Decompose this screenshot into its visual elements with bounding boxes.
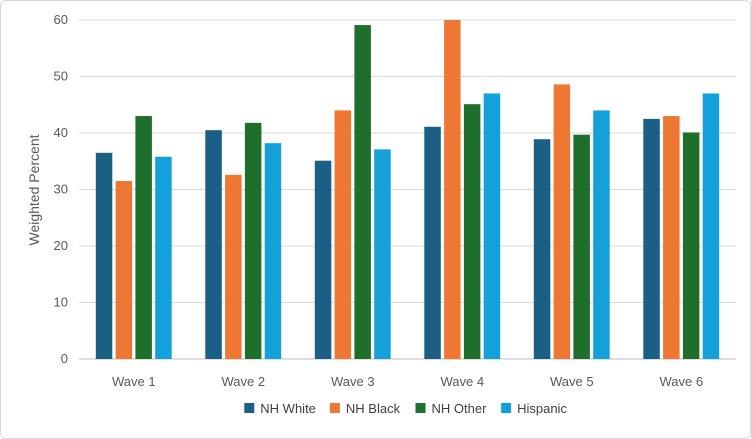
bar-nh-black-wave-6 — [663, 116, 680, 359]
bar-hispanic-wave-5 — [593, 110, 610, 360]
y-tick-label: 50 — [54, 69, 68, 84]
bar-nh-white-wave-3 — [314, 160, 332, 359]
bar-nh-black-wave-3 — [334, 110, 352, 360]
x-tick-label: Wave 5 — [550, 374, 594, 389]
bars — [95, 20, 720, 360]
x-tick-label: Wave 6 — [659, 374, 703, 389]
bar-nh-black-wave-5 — [553, 84, 571, 359]
gridlines — [79, 19, 736, 360]
y-tick-label: 0 — [61, 351, 68, 366]
x-tick-label: Wave 1 — [112, 374, 156, 389]
bar-nh-other-wave-5 — [573, 134, 590, 359]
bar-nh-other-wave-4 — [463, 104, 481, 360]
x-tick-label: Wave 4 — [440, 374, 484, 389]
bar-nh-black-wave-1 — [115, 181, 133, 359]
bar-nh-white-wave-4 — [424, 126, 441, 359]
bar-nh-other-wave-3 — [354, 25, 371, 360]
legend-label: NH Other — [432, 401, 488, 416]
y-tick-label: 30 — [54, 182, 68, 197]
legend: NH White NH Black NH Other Hispanic — [244, 401, 567, 416]
bar-hispanic-wave-6 — [702, 93, 720, 359]
legend-swatch — [329, 403, 340, 413]
bar-nh-white-wave-6 — [643, 118, 660, 360]
bar-nh-white-wave-5 — [533, 139, 551, 359]
bar-nh-black-wave-2 — [225, 174, 242, 359]
bar-hispanic-wave-3 — [374, 149, 391, 359]
legend-swatch — [501, 403, 512, 413]
legend-swatch — [244, 403, 255, 413]
y-tick-label: 60 — [54, 12, 68, 27]
bar-nh-other-wave-6 — [682, 132, 700, 359]
bar-nh-white-wave-1 — [95, 152, 113, 359]
y-tick-label: 40 — [54, 125, 68, 140]
bar-nh-black-wave-4 — [444, 20, 461, 359]
legend-label: NH White — [260, 401, 316, 416]
bar-hispanic-wave-2 — [264, 143, 282, 359]
y-tick-label: 10 — [54, 295, 68, 310]
y-tick-label: 20 — [54, 238, 68, 253]
x-tick-label: Wave 3 — [331, 374, 375, 389]
bar-nh-other-wave-2 — [244, 122, 262, 359]
bar-hispanic-wave-1 — [155, 156, 172, 359]
y-axis-title: Weighted Percent — [26, 134, 42, 245]
x-axis-ticks: Wave 1 Wave 2 Wave 3 Wave 4 Wave 5 Wave 6 — [112, 374, 703, 389]
y-axis-ticks: 0 10 20 30 40 50 60 — [54, 12, 68, 366]
legend-label: Hispanic — [517, 401, 567, 416]
legend-label: NH Black — [346, 401, 401, 416]
bar-nh-other-wave-1 — [135, 116, 152, 359]
x-tick-label: Wave 2 — [221, 374, 265, 389]
bar-nh-white-wave-2 — [205, 130, 222, 359]
bar-hispanic-wave-4 — [483, 93, 501, 359]
legend-swatch — [415, 403, 426, 413]
